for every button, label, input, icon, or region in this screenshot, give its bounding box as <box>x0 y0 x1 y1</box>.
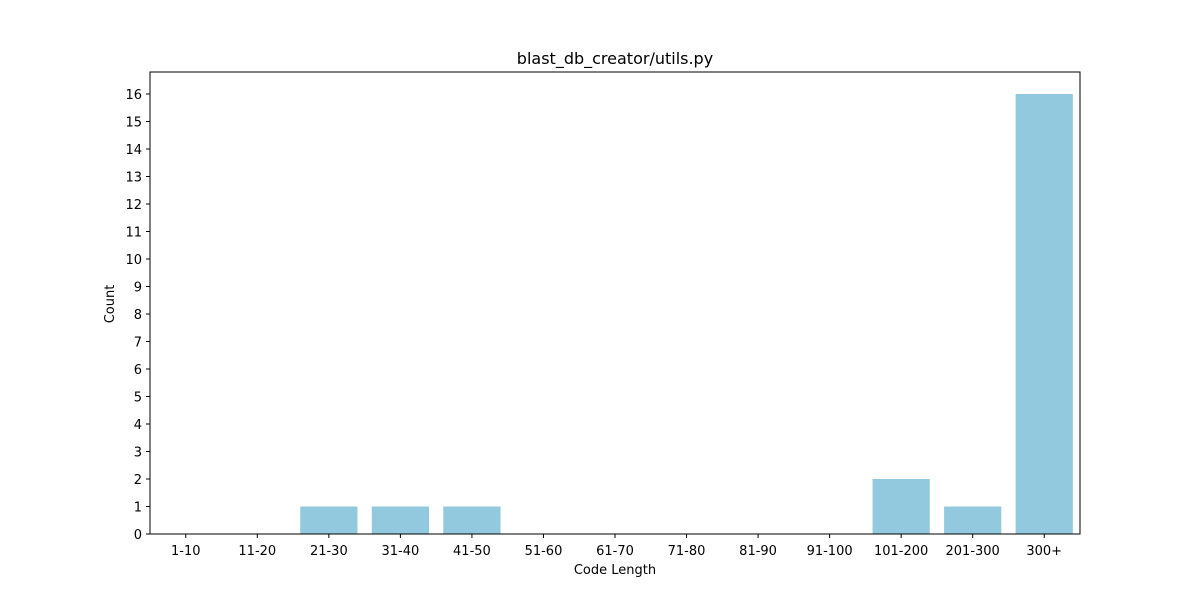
y-tick-label: 14 <box>125 143 142 158</box>
x-axis-ticks: 1-10 11-20 21-30 31-40 41-50 51-60 61-70 71-80 8… <box>171 534 1062 559</box>
y-tick-label: 10 <box>125 253 142 268</box>
x-tick-label: 1-10 <box>171 544 201 559</box>
bar-31-40 <box>371 506 429 534</box>
y-tick-label: 6 <box>134 363 142 378</box>
bar-101-200 <box>872 479 930 534</box>
y-tick-label: 15 <box>125 116 142 131</box>
y-tick-label: 3 <box>134 446 142 461</box>
bar-21-30 <box>300 506 358 534</box>
x-tick-label: 300+ <box>1026 544 1062 559</box>
y-tick-label: 12 <box>125 198 142 213</box>
y-tick-label: 9 <box>134 281 142 296</box>
y-tick-label: 8 <box>134 308 142 323</box>
x-tick-label: 71-80 <box>668 544 706 559</box>
x-tick-label: 81-90 <box>739 544 777 559</box>
y-tick-label: 16 <box>125 88 142 103</box>
x-axis-label: Code Length <box>574 563 656 578</box>
chart-title: blast_db_creator/utils.py <box>517 49 713 69</box>
plot-area-frame <box>149 71 1081 535</box>
x-tick-label: 41-50 <box>453 544 491 559</box>
x-tick-label: 91-100 <box>807 544 853 559</box>
x-tick-label: 61-70 <box>596 544 634 559</box>
bars-group <box>300 94 1073 534</box>
x-tick-label: 21-30 <box>310 544 348 559</box>
y-tick-label: 2 <box>134 473 142 488</box>
y-tick-label: 13 <box>125 171 142 186</box>
y-tick-label: 7 <box>134 336 142 351</box>
bar-201-300 <box>944 506 1002 534</box>
y-tick-label: 0 <box>134 528 142 543</box>
bar-300+ <box>1015 94 1073 534</box>
x-tick-label: 31-40 <box>381 544 419 559</box>
y-tick-label: 5 <box>134 391 142 406</box>
y-tick-label: 11 <box>125 226 142 241</box>
y-tick-label: 4 <box>134 418 142 433</box>
y-tick-label: 1 <box>134 501 142 516</box>
x-tick-label: 201-300 <box>946 544 1000 559</box>
x-tick-label: 51-60 <box>525 544 563 559</box>
x-tick-label: 11-20 <box>238 544 276 559</box>
bar-41-50 <box>443 506 501 534</box>
y-axis-label: Count <box>103 285 118 324</box>
x-tick-label: 101-200 <box>874 544 928 559</box>
